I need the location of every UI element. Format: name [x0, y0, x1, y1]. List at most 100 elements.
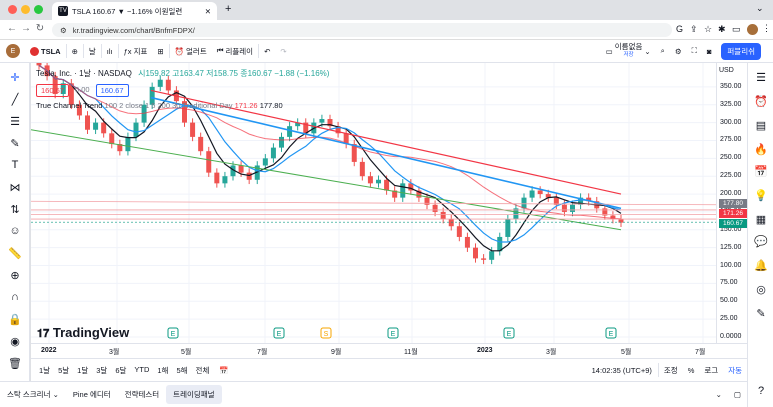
ruler-icon[interactable]: 📏	[8, 247, 22, 260]
layout-menu-button[interactable]: ▭ 이름없음 저장 ⌄	[601, 40, 656, 63]
range-button[interactable]: 5해	[176, 365, 188, 375]
ideas-icon[interactable]: 💡	[754, 189, 768, 202]
sidepanel-icon[interactable]: ▭	[732, 24, 741, 34]
hotlist-icon[interactable]: 🔥	[754, 143, 768, 156]
tab-stock-screener[interactable]: 스탁 스크리너 ⌄	[0, 385, 66, 404]
symbol-search-button[interactable]: TSLA	[25, 40, 66, 63]
tab-strategy-tester[interactable]: 전략테스터	[124, 390, 160, 399]
notes-icon[interactable]: ✎	[756, 307, 766, 320]
close-window-icon[interactable]	[8, 5, 17, 14]
time-axis[interactable]: 2022 3월 5월 7월 9월 11월 2023 3월 5월 7월	[31, 343, 747, 358]
chart-type-button[interactable]: ılı	[102, 40, 118, 63]
lock-drawings-icon[interactable]: 🔒	[8, 313, 22, 326]
compare-symbol-button[interactable]: ⊕	[67, 40, 83, 63]
browser-tab[interactable]: TV TSLA 160.67 ▼ −1.16% 이원일련 ✕	[52, 2, 217, 20]
range-button[interactable]: 3달	[96, 365, 108, 375]
google-icon[interactable]: G	[676, 24, 684, 34]
candle-body	[359, 161, 365, 177]
settings-button[interactable]: ⚙	[670, 40, 687, 63]
maximize-panel-icon[interactable]: ▢	[733, 390, 741, 399]
trend-line-icon[interactable]: ╱	[11, 93, 19, 106]
back-icon[interactable]: ←	[7, 23, 17, 34]
streams-icon[interactable]: ◎	[756, 283, 766, 296]
tab-close-icon[interactable]: ✕	[204, 6, 211, 16]
user-avatar[interactable]: E	[6, 44, 20, 58]
forward-icon[interactable]: →	[21, 23, 31, 34]
magnet-icon[interactable]: ∩	[11, 291, 19, 303]
range-button[interactable]: 1해	[157, 365, 169, 375]
browser-menu-icon[interactable]: ⋮	[762, 23, 771, 33]
templates-button[interactable]: ⊞	[152, 40, 168, 63]
tab-trading-panel[interactable]: 트레이딩패널	[166, 385, 222, 404]
indicators-button[interactable]: ƒx 지표	[119, 40, 153, 63]
brush-icon[interactable]: ✎	[10, 137, 20, 150]
range-button[interactable]: 6달	[115, 365, 127, 375]
candle-body	[408, 183, 414, 191]
share-icon[interactable]: ⇪	[690, 24, 698, 34]
interval-button[interactable]: 날	[88, 46, 96, 56]
trash-icon[interactable]: 🗑	[8, 357, 22, 370]
new-tab-icon[interactable]: +	[225, 3, 232, 15]
collapse-panel-icon[interactable]: ⌄	[715, 390, 722, 399]
reload-icon[interactable]: ↻	[35, 23, 45, 34]
help-icon[interactable]: ?	[757, 385, 765, 397]
candle-body	[618, 219, 624, 223]
quick-search-button[interactable]: ⌕	[656, 40, 670, 63]
data-window-icon[interactable]: ▤	[755, 119, 767, 132]
price-tag-last: 160.67	[719, 219, 747, 228]
auto-toggle[interactable]: 자동	[728, 365, 742, 375]
calendar-icon[interactable]: 📅	[754, 165, 768, 178]
price-tick-label: 150.00	[720, 225, 742, 233]
replay-button[interactable]: ⏮ 리플레이	[212, 40, 258, 63]
zoom-in-icon[interactable]: ⊕	[10, 269, 20, 282]
url-field[interactable]: ⚙ kr.tradingview.com/chart/BnfmFDPX/	[52, 23, 672, 37]
alerts-clock-icon[interactable]: ⏰	[754, 95, 768, 108]
minimize-window-icon[interactable]	[21, 5, 30, 14]
maximize-window-icon[interactable]	[34, 5, 43, 14]
percent-toggle[interactable]: %	[687, 365, 695, 375]
range-button[interactable]: 1달	[77, 365, 89, 375]
price-tick-label: 100.00	[720, 261, 742, 269]
currency-label[interactable]: USD	[719, 67, 734, 74]
redo-button[interactable]: ↷	[275, 40, 291, 63]
text-tool-icon[interactable]: T	[11, 159, 19, 171]
tab-pine-editor[interactable]: Pine 에디터	[72, 390, 111, 399]
site-info-icon[interactable]: ⚙	[60, 25, 67, 35]
extensions-icon[interactable]: ✱	[718, 24, 726, 34]
range-button[interactable]: 1날	[39, 365, 51, 375]
chat-icon[interactable]: 💬	[754, 235, 768, 248]
buy-button[interactable]: 160.67	[95, 84, 129, 97]
chart-pane[interactable]: E E S E E E Tesla, Inc. · 1날 · NASDAQ 시159.82…	[30, 55, 717, 343]
log-toggle[interactable]: 로그	[704, 365, 719, 375]
indicator-legend[interactable]: True Channel Trend 100 2 close 1 5 200 3…	[36, 101, 283, 110]
pattern-icon[interactable]: ⋈	[9, 181, 21, 194]
sell-button[interactable]: 160.67	[36, 84, 69, 97]
adjust-toggle[interactable]: 조정	[663, 365, 678, 375]
fullscreen-button[interactable]: ⛶	[687, 40, 702, 63]
tab-list-icon[interactable]: ⌄	[756, 3, 764, 13]
candle-body	[165, 79, 171, 91]
watchlist-icon[interactable]: ☰	[756, 71, 766, 84]
news-icon[interactable]: ▦	[755, 213, 767, 226]
publish-button[interactable]: 퍼블리쉬	[721, 42, 761, 60]
date-range-icon[interactable]: 📅	[219, 365, 229, 375]
bookmark-icon[interactable]: ☆	[704, 24, 713, 34]
range-button[interactable]: YTD	[134, 364, 150, 374]
prediction-icon[interactable]: ⇅	[10, 203, 20, 216]
range-button[interactable]: 전체	[195, 365, 210, 375]
price-axis[interactable]: USD 350.00 325.00 300.00 275.00 250.00 225.00…	[716, 63, 747, 343]
crosshair-icon[interactable]: ✛	[10, 71, 20, 84]
undo-button[interactable]: ↶	[259, 40, 275, 63]
alert-button[interactable]: ⏰ 얼러트	[170, 40, 212, 63]
fib-retracement-icon[interactable]: ☰	[10, 115, 20, 128]
range-button[interactable]: 5날	[58, 365, 70, 375]
emoji-icon[interactable]: ☺	[9, 225, 21, 237]
notifications-icon[interactable]: 🔔	[754, 259, 768, 272]
clock-text[interactable]: 14:02:35 (UTC+9)	[591, 365, 652, 375]
drawing-toolbar: ✛ ╱ ☰ ✎ T ⋈ ⇅ ☺ 📏 ⊕ ∩ 🔒 ◉ 🗑	[0, 63, 30, 381]
candle-body	[85, 115, 90, 130]
snapshot-button[interactable]: ◙	[702, 40, 717, 63]
profile-avatar[interactable]	[747, 24, 758, 35]
hide-drawings-icon[interactable]: ◉	[10, 335, 20, 348]
